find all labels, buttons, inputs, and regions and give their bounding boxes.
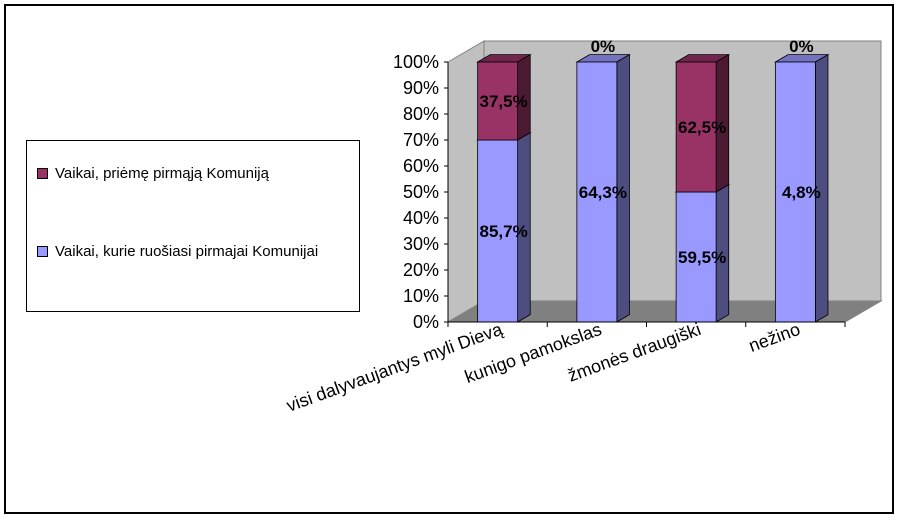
y-tick-label: 50% <box>403 182 439 202</box>
data-label: 59,5% <box>678 248 726 267</box>
bar-segment <box>675 61 717 193</box>
bar-segment <box>774 61 816 323</box>
legend-entry-received: Vaikai, priėmę pirmąją Komuniją <box>37 163 352 184</box>
legend-entry-preparing: Vaikai, kurie ruošiasi pirmajai Komunija… <box>37 241 352 262</box>
y-tick-label: 40% <box>403 208 439 228</box>
legend-swatch-preparing <box>37 246 48 257</box>
data-label: 4,8% <box>782 183 821 202</box>
y-tick-label: 100% <box>393 52 439 72</box>
bar-segment <box>576 61 618 323</box>
y-tick-label: 10% <box>403 286 439 306</box>
bar-segment <box>477 139 519 323</box>
data-label: 37,5% <box>480 92 528 111</box>
y-tick-label: 80% <box>403 104 439 124</box>
data-label: 85,7% <box>480 222 528 241</box>
legend-label-received: Vaikai, priėmę pirmąją Komuniją <box>55 165 269 182</box>
bar-segment <box>675 191 717 323</box>
y-tick-label: 70% <box>403 130 439 150</box>
data-label: 64,3% <box>579 183 627 202</box>
x-category-label: nežino <box>746 319 803 356</box>
y-tick-label: 20% <box>403 260 439 280</box>
legend-label-preparing: Vaikai, kurie ruošiasi pirmajai Komunija… <box>55 243 319 260</box>
chart-legend: Vaikai, priėmę pirmąją Komuniją Vaikai, … <box>26 140 360 312</box>
bar-segment <box>477 61 519 141</box>
y-tick-label: 0% <box>413 312 439 332</box>
data-label: 0% <box>591 37 616 56</box>
y-tick-label: 90% <box>403 78 439 98</box>
y-tick-label: 30% <box>403 234 439 254</box>
data-label: 62,5% <box>678 118 726 137</box>
legend-swatch-received <box>37 168 48 179</box>
data-label: 0% <box>789 37 814 56</box>
y-tick-label: 60% <box>403 156 439 176</box>
